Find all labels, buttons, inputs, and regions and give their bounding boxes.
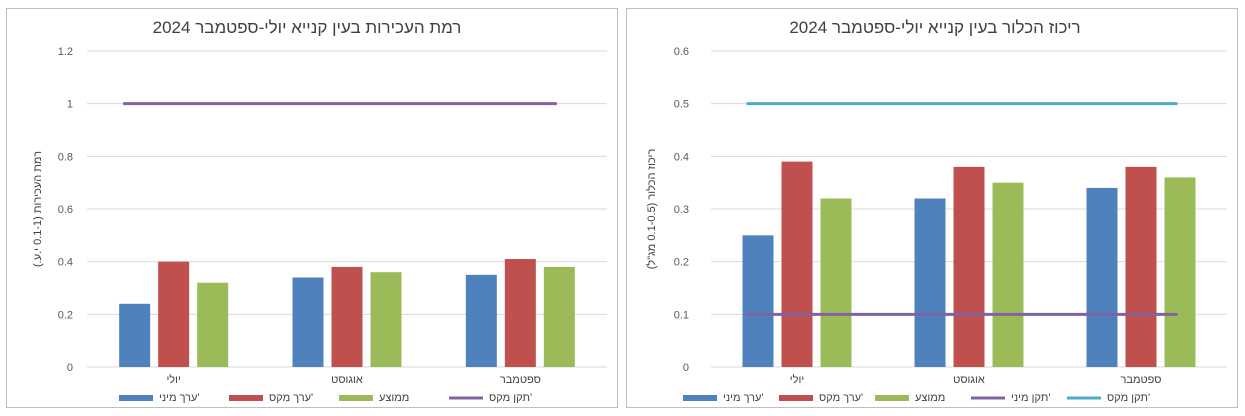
y-tick-label: 0.4 — [58, 257, 73, 269]
y-tick-label: 1 — [67, 99, 73, 111]
y-tick-label: 0.6 — [674, 46, 689, 58]
legend-label: ערך מיני' — [159, 392, 200, 404]
y-tick-label: 0.3 — [674, 204, 689, 216]
legend-swatch — [875, 395, 909, 401]
y-axis-label: ריכוז הכלור (0.1-0.5 מג"ל) — [645, 149, 658, 269]
bar-avg — [820, 198, 852, 367]
legend-label: ממוצע — [379, 392, 409, 404]
chlorine-chart: ריכוז הכלור בעין קנייא יולי-ספטמבר 2024 0… — [645, 18, 1227, 404]
bar-max — [504, 259, 536, 367]
y-tick-label: 1.2 — [58, 46, 73, 58]
x-category-label: אוגוסט — [331, 374, 363, 386]
legend-swatch — [683, 395, 717, 401]
x-category-label: יולי — [790, 373, 804, 386]
legend-label: ערך מקס' — [819, 392, 863, 404]
chart-title: ריכוז הכלור בעין קנייא יולי-ספטמבר 2024 — [789, 18, 1080, 37]
bar-min — [914, 198, 946, 367]
y-tick-label: 0.5 — [674, 99, 689, 111]
y-tick-label: 0 — [67, 362, 73, 374]
bar-avg — [543, 266, 575, 367]
bar-min — [465, 274, 497, 367]
bar-avg — [197, 282, 229, 367]
turbidity-chart: רמת העכירות בעין קנייא יולי-ספטמבר 2024 0… — [32, 18, 607, 404]
chart-title: רמת העכירות בעין קנייא יולי-ספטמבר 2024 — [153, 18, 462, 37]
chlorine-chart-panel: ריכוז הכלור בעין קנייא יולי-ספטמבר 2024 0… — [626, 8, 1238, 408]
legend-label: ערך מקס' — [269, 392, 313, 404]
bar-max — [953, 166, 985, 367]
legend-label: ממוצע — [915, 392, 945, 404]
bar-avg — [1164, 177, 1196, 367]
bar-min — [1086, 187, 1118, 367]
bar-min — [292, 277, 324, 367]
x-category-label: ספטמבר — [500, 374, 541, 386]
x-category-label: יולי — [166, 373, 180, 386]
y-tick-label: 0 — [683, 362, 689, 374]
x-category-label: אוגוסט — [953, 374, 985, 386]
y-tick-label: 0.8 — [58, 151, 73, 163]
y-tick-label: 0.6 — [58, 204, 73, 216]
y-tick-label: 0.2 — [58, 309, 73, 321]
bar-min — [742, 235, 774, 367]
x-category-label: ספטמבר — [1120, 374, 1161, 386]
bar-max — [781, 161, 813, 367]
legend-swatch — [339, 395, 373, 401]
y-tick-label: 0.4 — [674, 151, 689, 163]
turbidity-chart-panel: רמת העכירות בעין קנייא יולי-ספטמבר 2024 0… — [6, 8, 618, 408]
bar-avg — [992, 182, 1024, 367]
bar-min — [119, 303, 151, 367]
legend-label: תקן מקס' — [489, 392, 532, 404]
y-tick-label: 0.2 — [674, 257, 689, 269]
bar-max — [158, 261, 190, 367]
bar-avg — [370, 272, 402, 367]
y-axis-label: רמת העכירות (0.1-1 י.ע.) — [32, 151, 44, 267]
legend-label: תקן מיני' — [1011, 392, 1050, 404]
bar-max — [331, 266, 363, 367]
legend-swatch — [119, 395, 153, 401]
legend-label: תקן מקס' — [1107, 392, 1150, 404]
legend-swatch — [229, 395, 263, 401]
legend-label: ערך מיני' — [723, 392, 764, 404]
bar-max — [1125, 166, 1157, 367]
legend-swatch — [779, 395, 813, 401]
y-tick-label: 0.1 — [674, 309, 689, 321]
